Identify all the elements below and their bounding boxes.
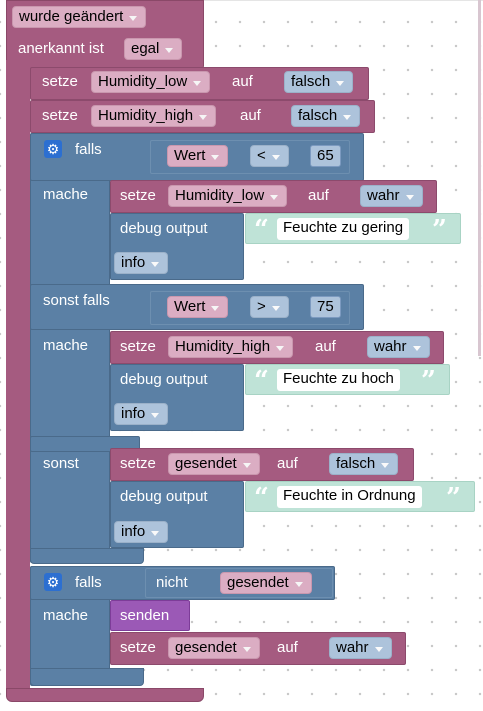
quote-open-icon: “ [254, 483, 269, 513]
compare2-number[interactable]: 75 [310, 296, 341, 318]
event-rail [6, 60, 30, 692]
send-block[interactable] [110, 600, 190, 631]
debug1-text-input[interactable]: Feuchte zu gering [277, 218, 410, 240]
send-label: senden [120, 607, 170, 624]
if1-sonst-label: sonst [43, 455, 79, 472]
workspace-edge [203, 0, 483, 1]
if2-bottom [30, 668, 144, 686]
set1-var-dropdown[interactable]: Humidity_low [91, 71, 211, 93]
quote-close-icon: ” [432, 215, 447, 245]
if1-mache2-label: mache [43, 337, 89, 354]
if2-mache-label: mache [43, 607, 89, 624]
debug1-label: debug output [120, 220, 208, 237]
event-changed-dropdown[interactable]: wurde geändert [12, 6, 147, 28]
set1-mid: auf [232, 73, 253, 90]
set-sent2-var-dropdown[interactable]: gesendet [168, 637, 260, 659]
set-low-mid: auf [308, 187, 329, 204]
compare1-left-dropdown[interactable]: Wert [167, 145, 229, 167]
set2-prefix: setze [42, 107, 78, 124]
set-high-mid: auf [315, 338, 336, 355]
not-label: nicht [156, 574, 188, 591]
ack-dropdown[interactable]: egal [124, 38, 183, 60]
set-low-value-dropdown[interactable]: wahr [360, 185, 423, 207]
if-block-1[interactable] [30, 133, 110, 563]
ack-label: anerkannt ist [18, 40, 104, 57]
debug3-label: debug output [120, 488, 208, 505]
set-low-var-dropdown[interactable]: Humidity_low [168, 185, 288, 207]
set-sent-mid: auf [277, 455, 298, 472]
set1-value-dropdown[interactable]: falsch [284, 71, 354, 93]
debug2-text-input[interactable]: Feuchte zu hoch [277, 369, 400, 391]
compare2-op-dropdown[interactable]: > [250, 296, 289, 318]
quote-open-icon: “ [254, 215, 269, 245]
debug3-level-dropdown[interactable]: info [114, 521, 169, 543]
set-sent-var-dropdown[interactable]: gesendet [168, 453, 260, 475]
debug3-text-input[interactable]: Feuchte in Ordnung [277, 486, 422, 508]
set-sent-prefix: setze [120, 455, 156, 472]
compare1-number[interactable]: 65 [310, 145, 341, 167]
if1-mache1-label: mache [43, 186, 89, 203]
if2-falls-label: falls [75, 574, 102, 591]
debug1-level-dropdown[interactable]: info [114, 252, 169, 274]
set-sent2-mid: auf [277, 639, 298, 656]
workspace-scrollbar[interactable] [478, 0, 481, 356]
set1-prefix: setze [42, 73, 78, 90]
quote-close-icon: ” [421, 366, 436, 396]
quote-close-icon: ” [446, 483, 461, 513]
if1-bottom [30, 548, 144, 564]
gear-icon[interactable]: ⚙ [44, 573, 62, 591]
compare1-op-dropdown[interactable]: < [250, 145, 289, 167]
set-sent-value-dropdown[interactable]: falsch [329, 453, 399, 475]
if1-falls-label: falls [75, 141, 102, 158]
set-low-prefix: setze [120, 187, 156, 204]
not-var-dropdown[interactable]: gesendet [220, 572, 312, 594]
quote-open-icon: “ [254, 366, 269, 396]
set-high-var-dropdown[interactable]: Humidity_high [168, 336, 294, 358]
set2-value-dropdown[interactable]: falsch [291, 105, 361, 127]
compare2-left-dropdown[interactable]: Wert [167, 296, 229, 318]
set-sent2-value-dropdown[interactable]: wahr [329, 637, 392, 659]
set2-var-dropdown[interactable]: Humidity_high [91, 105, 217, 127]
if1-sonst-falls-label: sonst falls [43, 292, 110, 309]
set-sent2-prefix: setze [120, 639, 156, 656]
debug2-level-dropdown[interactable]: info [114, 403, 169, 425]
set-high-value-dropdown[interactable]: wahr [367, 336, 430, 358]
gear-icon[interactable]: ⚙ [44, 140, 62, 158]
debug2-label: debug output [120, 371, 208, 388]
set-high-prefix: setze [120, 338, 156, 355]
set2-mid: auf [240, 107, 261, 124]
event-block-bottom [6, 688, 204, 702]
